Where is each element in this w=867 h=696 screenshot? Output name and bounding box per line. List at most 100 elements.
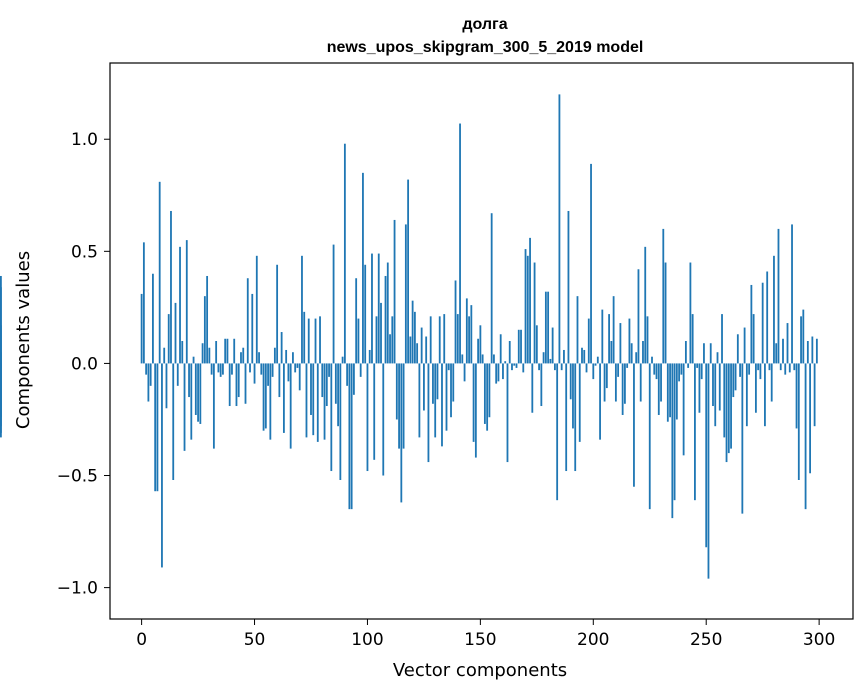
- bar: [199, 363, 202, 424]
- bar: [264, 363, 267, 429]
- bar: [321, 363, 324, 398]
- bar: [700, 363, 703, 380]
- bar: [761, 282, 764, 364]
- bar: [515, 363, 518, 368]
- bar: [594, 363, 597, 366]
- bar: [459, 123, 461, 364]
- bar: [698, 363, 701, 413]
- bar: [797, 363, 800, 480]
- bar: [249, 363, 251, 373]
- bar: [583, 349, 586, 364]
- bar: [675, 363, 678, 420]
- bar: [183, 363, 186, 451]
- bar: [714, 363, 717, 427]
- bar: [228, 363, 231, 407]
- bar: [285, 349, 288, 364]
- bar: [759, 363, 762, 380]
- bar: [219, 363, 222, 377]
- bar: [434, 363, 437, 438]
- bar: [310, 363, 312, 415]
- bar: [217, 363, 220, 373]
- bar: [529, 237, 531, 364]
- bar: [696, 363, 699, 368]
- x-tick-label: 0: [136, 630, 147, 650]
- bar: [553, 363, 556, 371]
- bar: [581, 347, 583, 364]
- bar: [809, 363, 811, 474]
- bar: [420, 327, 423, 364]
- bar: [705, 363, 708, 548]
- bar: [147, 363, 150, 402]
- bar: [402, 363, 405, 449]
- bar: [619, 323, 622, 364]
- bar: [777, 228, 780, 364]
- bar: [479, 325, 482, 364]
- bar: [427, 363, 430, 463]
- bar: [687, 363, 690, 368]
- bar: [337, 363, 339, 427]
- bar: [465, 298, 468, 364]
- bar: [524, 249, 527, 364]
- bar: [278, 363, 281, 398]
- bar: [587, 318, 590, 364]
- bar: [513, 363, 516, 366]
- bar: [495, 363, 498, 384]
- bar: [750, 284, 753, 364]
- bar: [407, 179, 410, 364]
- bar: [725, 363, 728, 463]
- y-tick-label: 1.0: [71, 130, 98, 150]
- bar: [438, 316, 441, 364]
- bar: [628, 318, 631, 364]
- bar: [490, 213, 493, 364]
- bar: [533, 262, 536, 364]
- bar: [472, 363, 475, 442]
- bar: [206, 275, 209, 364]
- bar: [416, 343, 419, 364]
- x-tick-label: 150: [464, 630, 496, 650]
- bar: [364, 264, 367, 364]
- bar: [418, 363, 421, 438]
- bar: [596, 356, 599, 364]
- bar: [612, 296, 615, 364]
- bar: [520, 329, 522, 364]
- bar: [319, 316, 321, 364]
- bar: [644, 246, 647, 364]
- bar: [432, 363, 434, 404]
- plot-frame: [109, 62, 854, 620]
- bar: [339, 363, 342, 480]
- bar: [549, 358, 552, 364]
- bar: [461, 354, 464, 364]
- bar: [727, 363, 730, 454]
- y-tick-label: 0.5: [71, 242, 98, 262]
- bar: [617, 363, 620, 377]
- bar: [526, 255, 529, 364]
- bar: [445, 363, 448, 431]
- bar: [185, 240, 188, 364]
- bar: [441, 363, 443, 447]
- bar: [732, 363, 735, 398]
- bar: [330, 363, 333, 472]
- bar: [481, 354, 484, 364]
- y-axis-ticks: −1.0 −0.5 0.0 0.5 1.0: [57, 130, 110, 599]
- bar: [332, 244, 335, 364]
- bar: [603, 363, 606, 402]
- bar: [280, 332, 283, 364]
- bar: [673, 363, 676, 501]
- bar: [642, 341, 644, 364]
- bar: [368, 349, 371, 364]
- bar: [712, 363, 714, 407]
- bar: [350, 363, 353, 510]
- bar: [450, 363, 452, 418]
- bar: [242, 347, 245, 364]
- bar: [504, 361, 507, 364]
- bar: [0, 352, 2, 364]
- bar: [488, 363, 491, 418]
- bar: [535, 325, 538, 364]
- bar: [707, 363, 710, 579]
- bar: [633, 363, 635, 487]
- bar: [375, 316, 378, 364]
- bar-series: [0, 94, 818, 579]
- bar: [262, 363, 265, 431]
- bar: [556, 363, 559, 501]
